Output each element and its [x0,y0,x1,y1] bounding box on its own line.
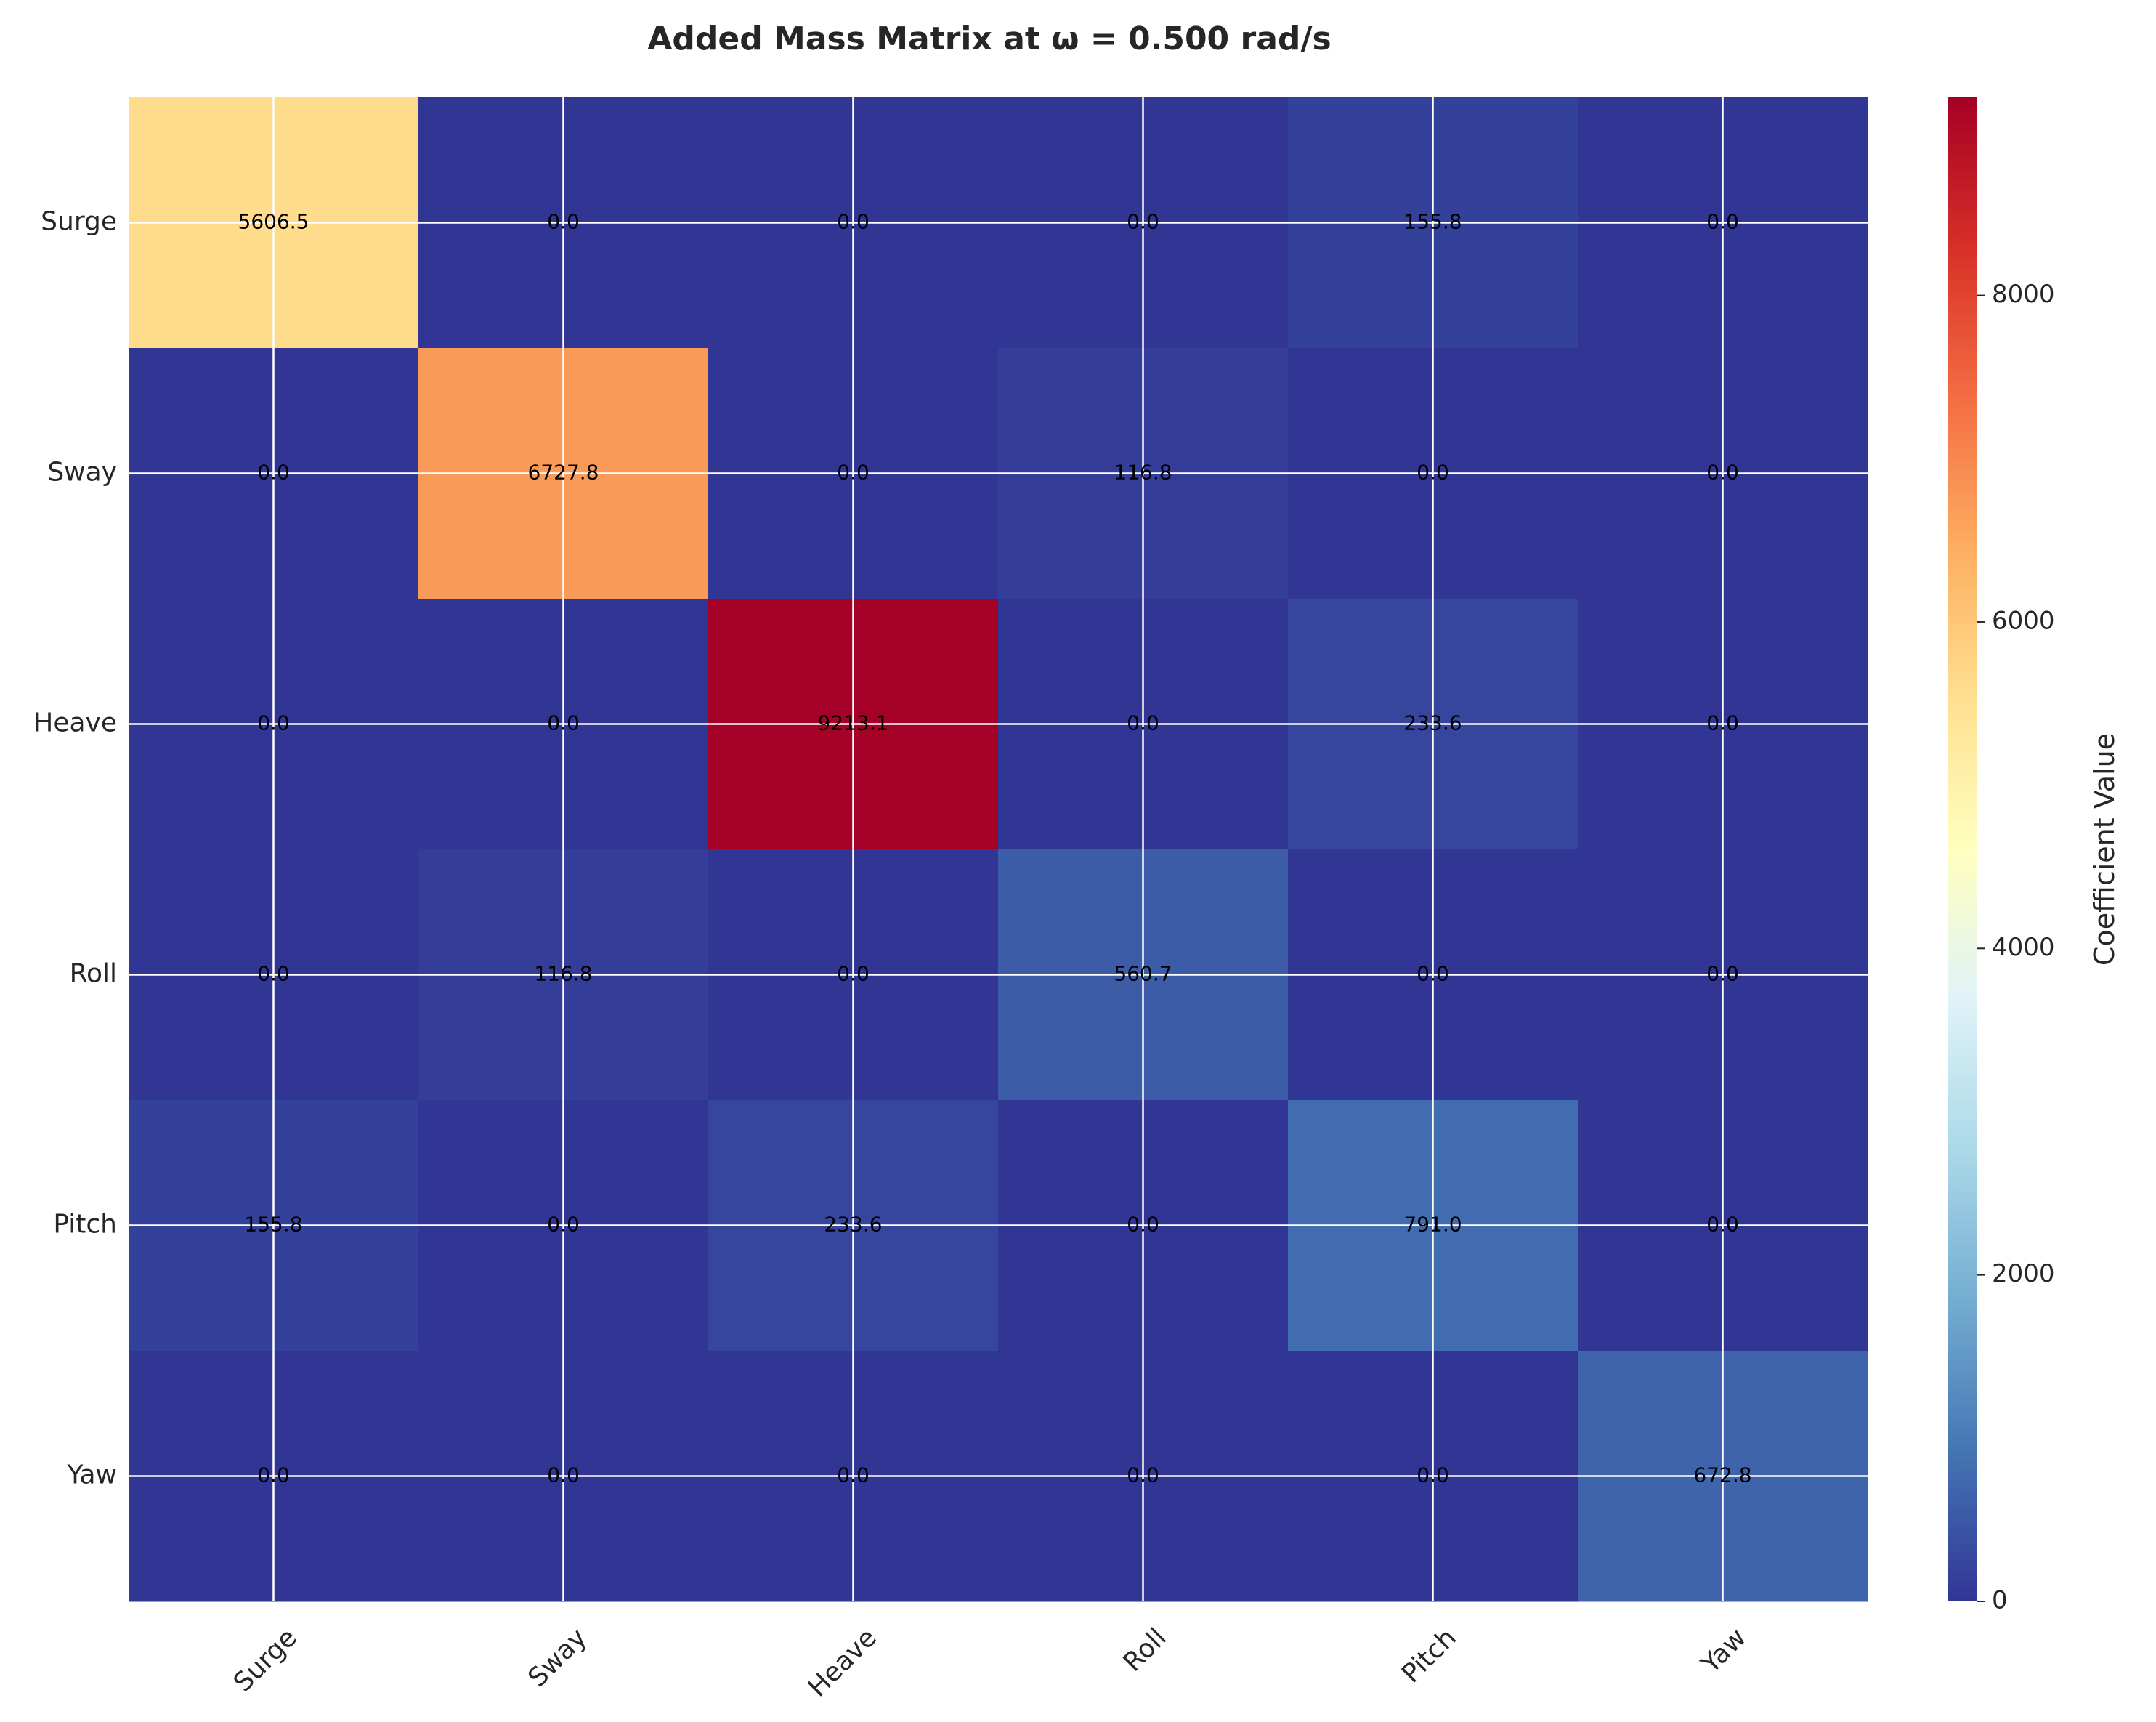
cell-value-label: 791.0 [1403,1213,1462,1237]
colorbar-tick-label: 0 [1992,1586,2008,1615]
cell-value-label: 0.0 [1127,711,1159,735]
cell-value-label: 0.0 [257,711,290,735]
cell-value-label: 0.0 [547,711,580,735]
colorbar-ticks: 0 2000 4000 6000 8000 [1977,280,2055,1615]
cell-value-label: 0.0 [1706,962,1739,986]
y-tick-label-heave: Heave [33,708,117,738]
x-tick-label-surge: Surge [228,1622,303,1697]
cell-value-label: 5606.5 [238,210,309,234]
cell-value-label: 0.0 [257,1463,290,1487]
grid-lines [129,97,1868,1601]
cell-value-label: 0.0 [1417,962,1449,986]
x-tick-label-sway: Sway [522,1622,593,1693]
cell-value-label: 0.0 [1706,1213,1739,1237]
cell-value-label: 0.0 [837,210,870,234]
colorbar-tick-label: 6000 [1992,606,2055,635]
x-tick-label-pitch: Pitch [1396,1622,1462,1689]
y-tick-label-sway: Sway [47,458,117,488]
cell-value-label: 116.8 [1114,461,1172,485]
colorbar-tick-label: 4000 [1992,933,2055,962]
x-tick-label-yaw: Yaw [1695,1622,1752,1679]
y-tick-label-roll: Roll [70,959,117,989]
cell-value-label: 560.7 [1114,962,1172,986]
cell-value-label: 233.6 [824,1213,882,1237]
cell-value-label: 0.0 [1706,711,1739,735]
colorbar-label: Coefficient Value [2088,733,2120,966]
cell-value-label: 0.0 [547,210,580,234]
y-axis-tick-labels: Surge Sway Heave Roll Pitch Yaw [33,207,117,1490]
colorbar-tick-label: 2000 [1992,1259,2055,1288]
cell-value-label: 116.8 [534,962,592,986]
cell-value-label: 0.0 [837,1463,870,1487]
cell-value-label: 9213.1 [818,711,889,735]
colorbar-gradient [1948,97,1977,1601]
cell-value-label: 0.0 [547,1463,580,1487]
cell-value-label: 0.0 [1127,1463,1159,1487]
cell-value-label: 0.0 [1127,1213,1159,1237]
cell-value-label: 0.0 [1127,210,1159,234]
cell-value-label: 0.0 [837,461,870,485]
cell-value-label: 0.0 [837,962,870,986]
cell-value-label: 155.8 [244,1213,302,1237]
heatmap-cells [129,97,1868,1602]
cell-value-labels: 5606.5 0.0 0.0 0.0 155.8 0.0 0.0 6727.8 0.0 116.8… [238,210,1752,1487]
cell-value-label: 0.0 [1417,461,1449,485]
y-tick-label-surge: Surge [41,207,117,237]
cell-value-label: 6727.8 [528,461,599,485]
x-axis-tick-labels: Surge Sway Heave Roll Pitch Yaw [228,1622,1752,1702]
x-tick-label-roll: Roll [1118,1622,1172,1677]
colorbar-tick-label: 8000 [1992,280,2055,309]
cell-value-label: 0.0 [257,962,290,986]
y-tick-label-yaw: Yaw [66,1460,117,1490]
cell-value-label: 0.0 [1417,1463,1449,1487]
cell-value-label: 0.0 [257,461,290,485]
cell-value-label: 672.8 [1693,1463,1751,1487]
cell-value-label: 155.8 [1403,210,1462,234]
colorbar: 0 2000 4000 6000 8000 Coefficient Value [1948,97,2120,1615]
cell-value-label: 0.0 [547,1213,580,1237]
cell-value-label: 0.0 [1706,461,1739,485]
cell-value-label: 233.6 [1403,711,1462,735]
y-tick-label-pitch: Pitch [53,1210,117,1240]
cell-value-label: 0.0 [1706,210,1739,234]
x-tick-label-heave: Heave [803,1622,883,1702]
chart-title: Added Mass Matrix at ω = 0.500 rad/s [647,20,1331,57]
